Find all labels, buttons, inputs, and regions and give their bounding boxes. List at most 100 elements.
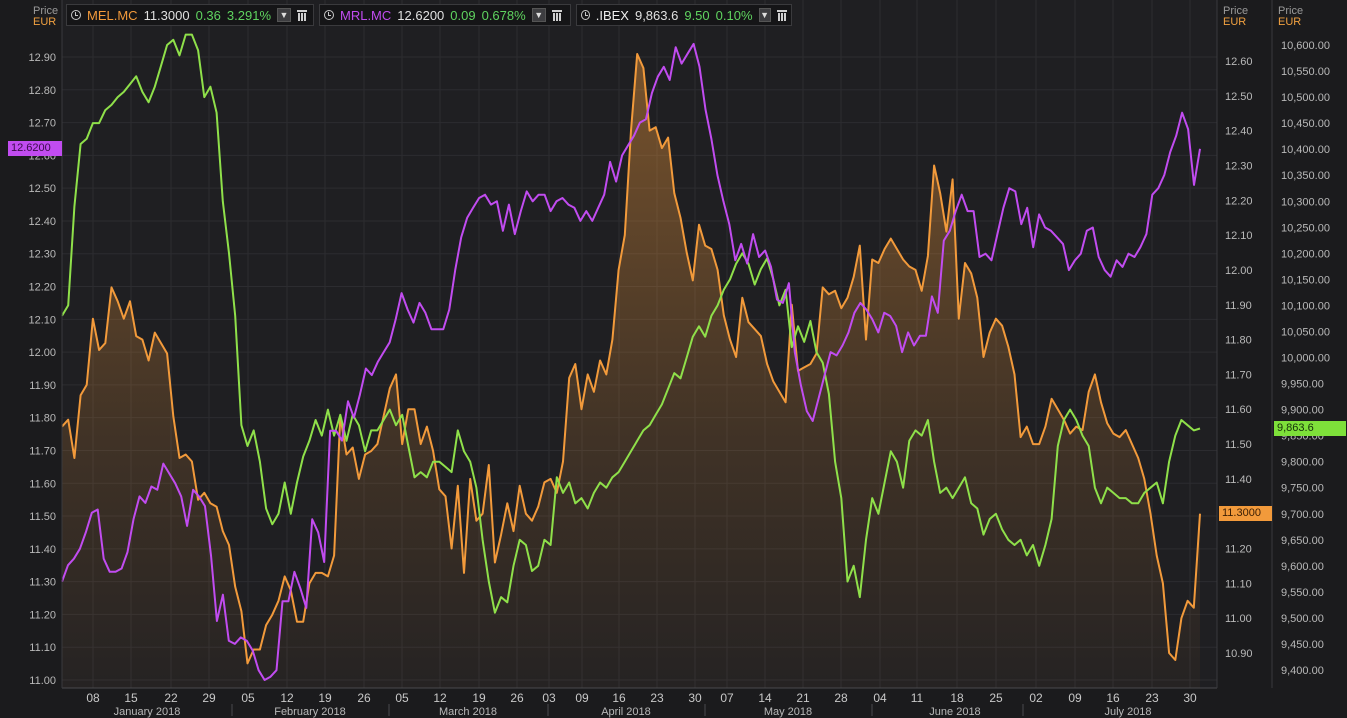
legend-ibex-change: 9.50: [684, 7, 710, 23]
legend-mel-change: 0.36: [195, 7, 221, 23]
time-axis-day-label: 05: [395, 691, 409, 705]
mid-axis-tick-label: 11.40: [1225, 474, 1252, 486]
ibex-axis-tick-label: 9,800.00: [1281, 457, 1324, 469]
ibex-axis-tick-label: 9,700.00: [1281, 509, 1324, 521]
time-axis-day-label: 25: [989, 691, 1003, 705]
mel-area: [62, 54, 1200, 688]
legend-mrl-symbol: MRL.MC: [340, 7, 392, 23]
time-axis-day-label: 18: [950, 691, 964, 705]
ibex-axis-tick-label: 9,900.00: [1281, 405, 1324, 417]
mid-axis-currency: EUR: [1223, 16, 1247, 28]
series-lines: [61, 33, 1201, 681]
mid-axis-tick-label: 11.00: [1225, 613, 1252, 625]
left-axis-title: Price: [33, 5, 59, 17]
left-axis-tick-label: 11.00: [29, 675, 56, 687]
ibex-axis-tick-label: 10,150.00: [1281, 274, 1330, 286]
time-axis-day-label: 28: [834, 691, 848, 705]
trash-icon[interactable]: [297, 9, 307, 21]
ibex-axis-tick-label: 10,450.00: [1281, 118, 1330, 130]
left-axis-tick-label: 12.80: [28, 85, 56, 97]
time-axis-day-label: 09: [575, 691, 589, 705]
mel-area-fill: [62, 54, 1200, 688]
mid-axis-tick-label: 10.90: [1225, 648, 1253, 660]
time-axis-day-label: 12: [280, 691, 294, 705]
chevron-down-icon[interactable]: ▼: [531, 8, 546, 22]
time-axis-day-label: 02: [1029, 691, 1043, 705]
mid-axis-tick-label: 11.80: [1225, 335, 1252, 347]
time-axis-day-label: 23: [650, 691, 664, 705]
legend-mrl-change: 0.09: [450, 7, 476, 23]
time-axis-month-label: February 2018: [274, 706, 346, 718]
time-axis[interactable]: 08 15 22 29 05 12 19 26 05 12 19 26 03 09 16 23 30 07 14 21…: [86, 691, 1197, 718]
time-axis-day-label: 19: [318, 691, 332, 705]
left-axis-tick-label: 12.90: [28, 52, 56, 64]
ibex-last-price-tag: 9,863.6: [1274, 421, 1346, 436]
clock-icon[interactable]: [581, 10, 590, 20]
mid-axis-tick-label: 11.70: [1225, 369, 1252, 381]
left-axis-tick-label: 11.70: [29, 445, 56, 457]
ibex-axis[interactable]: 10,600.00 10,550.00 10,500.00 10,450.00 10,4…: [1281, 40, 1330, 677]
mid-axis-tick-label: 11.90: [1225, 300, 1252, 312]
left-axis-tick-label: 12.50: [28, 183, 56, 195]
ibex-axis-tick-label: 9,550.00: [1281, 587, 1324, 599]
ibex-axis-tick-label: 10,600.00: [1281, 40, 1330, 52]
legend-mel-pct: 3.291%: [226, 7, 271, 23]
left-axis-tick-label: 11.60: [29, 478, 56, 490]
chevron-down-icon[interactable]: ▼: [277, 8, 291, 22]
chevron-down-icon[interactable]: ▼: [758, 8, 771, 22]
time-axis-month-label: April 2018: [601, 706, 651, 718]
left-axis-tick-label: 12.30: [28, 249, 56, 261]
left-axis-tick-label: 12.20: [28, 282, 56, 294]
time-axis-day-label: 08: [86, 691, 100, 705]
ibex-axis-tick-label: 10,200.00: [1281, 248, 1330, 260]
trash-icon[interactable]: [551, 9, 562, 21]
time-axis-day-label: 30: [1183, 691, 1197, 705]
legend-mrl[interactable]: MRL.MC 12.6200 0.09 0.678% ▼: [319, 4, 571, 26]
left-axis-tick-label: 12.40: [28, 216, 56, 228]
mid-axis-tick-label: 12.50: [1225, 91, 1253, 103]
right-axis-title: Price: [1278, 5, 1304, 17]
mid-axis-tick-label: 12.10: [1225, 230, 1253, 242]
legend-ibex-pct: 0.10%: [715, 7, 753, 23]
left-axis-tick-label: 11.50: [29, 511, 56, 523]
time-axis-day-label: 23: [1145, 691, 1159, 705]
mid-axis-tick-label: 12.00: [1225, 265, 1253, 277]
time-axis-month-label: March 2018: [439, 706, 497, 718]
time-axis-day-label: 11: [911, 691, 924, 705]
time-axis-day-label: 03: [542, 691, 556, 705]
time-axis-day-label: 22: [164, 691, 178, 705]
left-axis-tick-label: 11.30: [29, 577, 56, 589]
left-axis-tick-label: 11.80: [29, 413, 56, 425]
legend-ibex[interactable]: .IBEX 9,863.6 9.50 0.10% ▼: [576, 4, 792, 26]
time-axis-day-label: 05: [241, 691, 255, 705]
time-axis-day-label: 04: [873, 691, 887, 705]
trash-icon[interactable]: [776, 9, 788, 21]
legend-mel[interactable]: MEL.MC 11.3000 0.36 3.291% ▼: [66, 4, 314, 26]
ibex-axis-tick-label: 9,450.00: [1281, 639, 1324, 651]
legend-mrl-price: 12.6200: [397, 7, 445, 23]
ibex-axis-tick-label: 10,500.00: [1281, 92, 1330, 104]
mid-axis-header: Price EUR: [1223, 6, 1248, 28]
left-axis-tick-label: 11.10: [29, 642, 56, 654]
time-axis-month-label: June 2018: [929, 706, 980, 718]
mid-axis-tick-label: 11.20: [1225, 544, 1252, 556]
left-axis-tick-label: 12.10: [28, 314, 56, 326]
mid-axis-tick-label: 11.10: [1225, 578, 1252, 590]
ibex-axis-tick-label: 10,400.00: [1281, 144, 1330, 156]
ibex-axis-tick-label: 9,400.00: [1281, 665, 1324, 677]
left-axis-tick-label: 11.90: [29, 380, 56, 392]
left-axis[interactable]: 12.9012.8012.7012.6012.5012.4012.3012.20…: [28, 52, 56, 687]
clock-icon[interactable]: [71, 10, 81, 20]
mrl-last-price-tag: 12.6200: [8, 141, 62, 156]
mel-axis[interactable]: 12.60 12.50 12.40 12.30 12.20 12.10 12.00 11.90…: [1225, 56, 1253, 660]
right-axis-currency: EUR: [1278, 16, 1302, 28]
right-axis-header: Price EUR: [1278, 6, 1303, 28]
time-axis-day-label: 19: [472, 691, 486, 705]
time-axis-day-label: 26: [357, 691, 371, 705]
clock-icon[interactable]: [324, 10, 334, 20]
left-axis-tick-label: 11.40: [29, 544, 56, 556]
ibex-line: [61, 33, 1201, 614]
mid-axis-tick-label: 12.40: [1225, 126, 1253, 138]
time-axis-month-label: May 2018: [764, 706, 812, 718]
